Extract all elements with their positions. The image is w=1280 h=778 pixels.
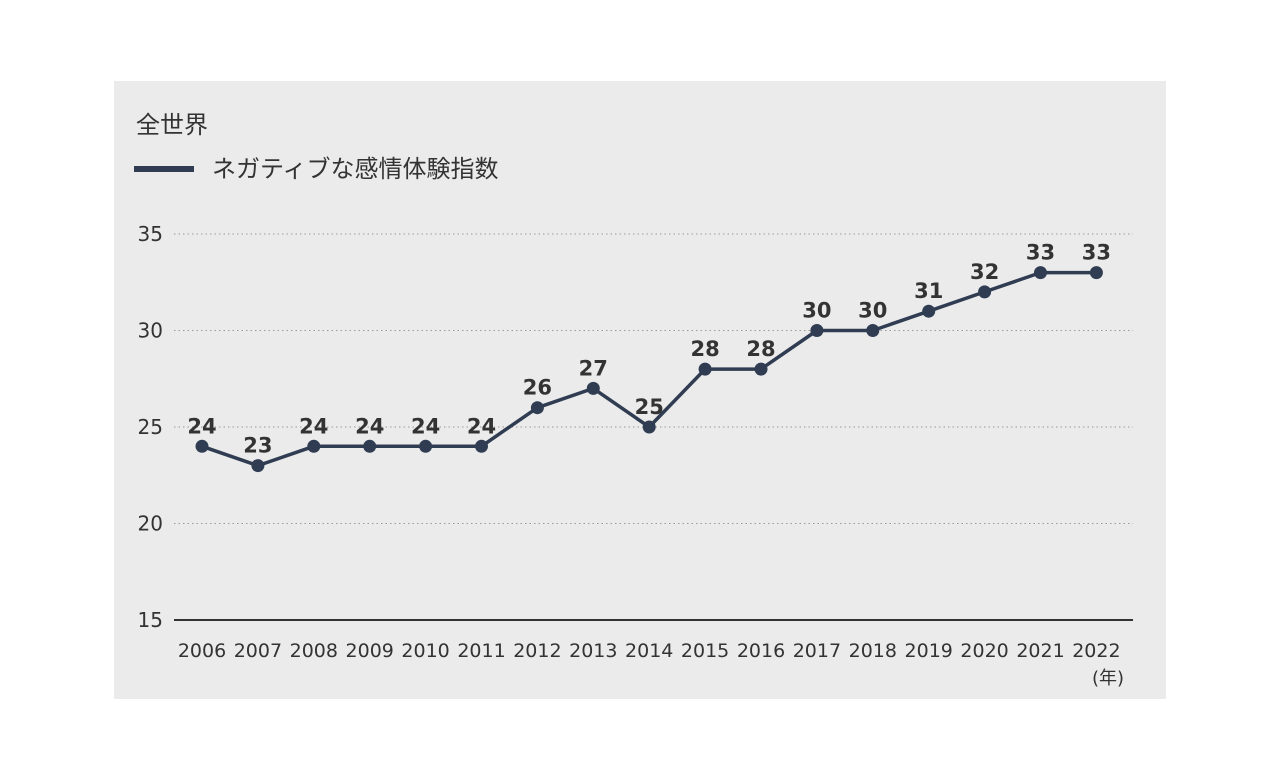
data-label: 27 (579, 356, 608, 380)
data-point (419, 439, 433, 453)
x-tick-label: 2010 (401, 640, 449, 662)
legend-label: ネガティブな感情体験指数 (212, 155, 499, 183)
data-label: 33 (1082, 241, 1111, 265)
y-axis-ticks: 15 20 25 30 35 (138, 222, 163, 632)
chart-title: 全世界 (136, 111, 208, 139)
data-label: 23 (243, 434, 272, 458)
data-label: 28 (690, 337, 719, 361)
x-axis-ticks: 2006 2007 2008 2009 2010 2011 2012 2013 2014 2015… (178, 640, 1121, 662)
series-layer (195, 266, 1103, 473)
data-point (1034, 266, 1047, 280)
x-tick-label: 2011 (457, 640, 505, 662)
y-tick-label: 35 (138, 222, 163, 246)
x-tick-label: 2006 (178, 640, 226, 662)
data-point (642, 420, 656, 434)
data-label: 24 (467, 414, 496, 438)
data-labels: 24 23 24 24 24 24 26 27 25 28 28 30 30 31 32 33 33 (187, 241, 1111, 458)
x-tick-label: 2013 (569, 640, 617, 662)
data-point (586, 381, 600, 395)
legend-swatch (134, 166, 194, 172)
x-tick-label: 2018 (849, 640, 897, 662)
y-tick-label: 30 (138, 319, 163, 343)
data-label: 30 (802, 299, 831, 323)
x-tick-label: 2009 (346, 640, 394, 662)
data-label: 24 (411, 414, 440, 438)
data-point (978, 285, 992, 299)
data-label: 28 (746, 337, 775, 361)
data-point (475, 439, 488, 453)
data-point (251, 459, 265, 473)
data-point (307, 439, 321, 453)
data-label: 24 (355, 414, 384, 438)
data-point (754, 362, 768, 376)
x-tick-label: 2014 (625, 640, 673, 662)
x-tick-label: 2022 (1072, 640, 1120, 662)
data-point (530, 401, 544, 415)
data-point (1089, 266, 1103, 280)
series-line (201, 270, 1097, 468)
data-point (810, 324, 824, 337)
y-tick-label: 25 (138, 415, 163, 439)
data-point (363, 439, 377, 453)
data-label: 32 (970, 260, 999, 284)
x-tick-label: 2008 (290, 640, 338, 662)
data-label: 25 (635, 395, 664, 419)
chart-panel (114, 81, 1166, 699)
data-label: 33 (1026, 241, 1055, 265)
x-tick-label: 2007 (234, 640, 282, 662)
data-point (195, 439, 209, 453)
x-tick-label: 2020 (960, 640, 1008, 662)
data-label: 26 (523, 376, 552, 400)
x-tick-label: 2016 (737, 640, 785, 662)
x-unit-label: (年) (1092, 668, 1124, 689)
x-tick-label: 2019 (905, 640, 953, 662)
data-label: 24 (299, 414, 328, 438)
x-tick-label: 2015 (681, 640, 729, 662)
x-tick-label: 2021 (1016, 640, 1064, 662)
data-point (698, 362, 712, 376)
data-label: 30 (858, 299, 887, 323)
data-label: 24 (187, 414, 216, 438)
data-label: 31 (914, 279, 943, 303)
data-point (866, 324, 880, 337)
y-tick-label: 15 (138, 608, 163, 632)
data-point (922, 304, 936, 318)
x-tick-label: 2012 (513, 640, 561, 662)
y-tick-label: 20 (138, 512, 163, 536)
x-tick-label: 2017 (793, 640, 841, 662)
